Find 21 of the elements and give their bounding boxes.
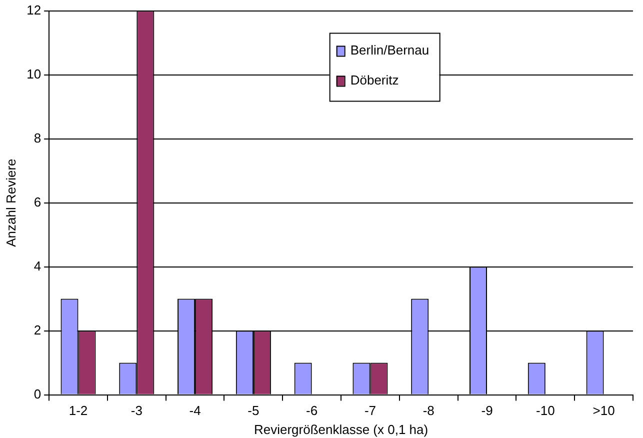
legend-label: Döberitz: [350, 72, 399, 88]
y-tick-label: 10: [26, 66, 42, 82]
y-tick-label: 4: [34, 258, 42, 274]
x-axis-title: Reviergrößenklasse (x 0,1 ha): [254, 422, 428, 437]
legend-label: Berlin/Bernau: [350, 42, 430, 58]
y-tick-label: 6: [34, 194, 42, 210]
x-tick-label: -10: [536, 403, 555, 418]
y-tick-label: 0: [34, 386, 42, 402]
x-tick-label: -4: [189, 403, 201, 418]
x-tick-label: -3: [130, 403, 142, 418]
x-tick-label: -5: [248, 403, 260, 418]
y-axis-title: Anzahl Reviere: [3, 158, 18, 247]
y-tick-label: 2: [34, 322, 42, 338]
y-tick-label: 8: [34, 130, 42, 146]
y-tick-label: 12: [26, 2, 42, 18]
x-tick-label: -8: [422, 403, 434, 418]
x-tick-label: >10: [592, 403, 615, 418]
x-tick-label: 1-2: [68, 403, 88, 418]
x-tick-label: -6: [306, 403, 318, 418]
x-tick-label: -9: [481, 403, 493, 418]
x-tick-label: -7: [364, 403, 376, 418]
